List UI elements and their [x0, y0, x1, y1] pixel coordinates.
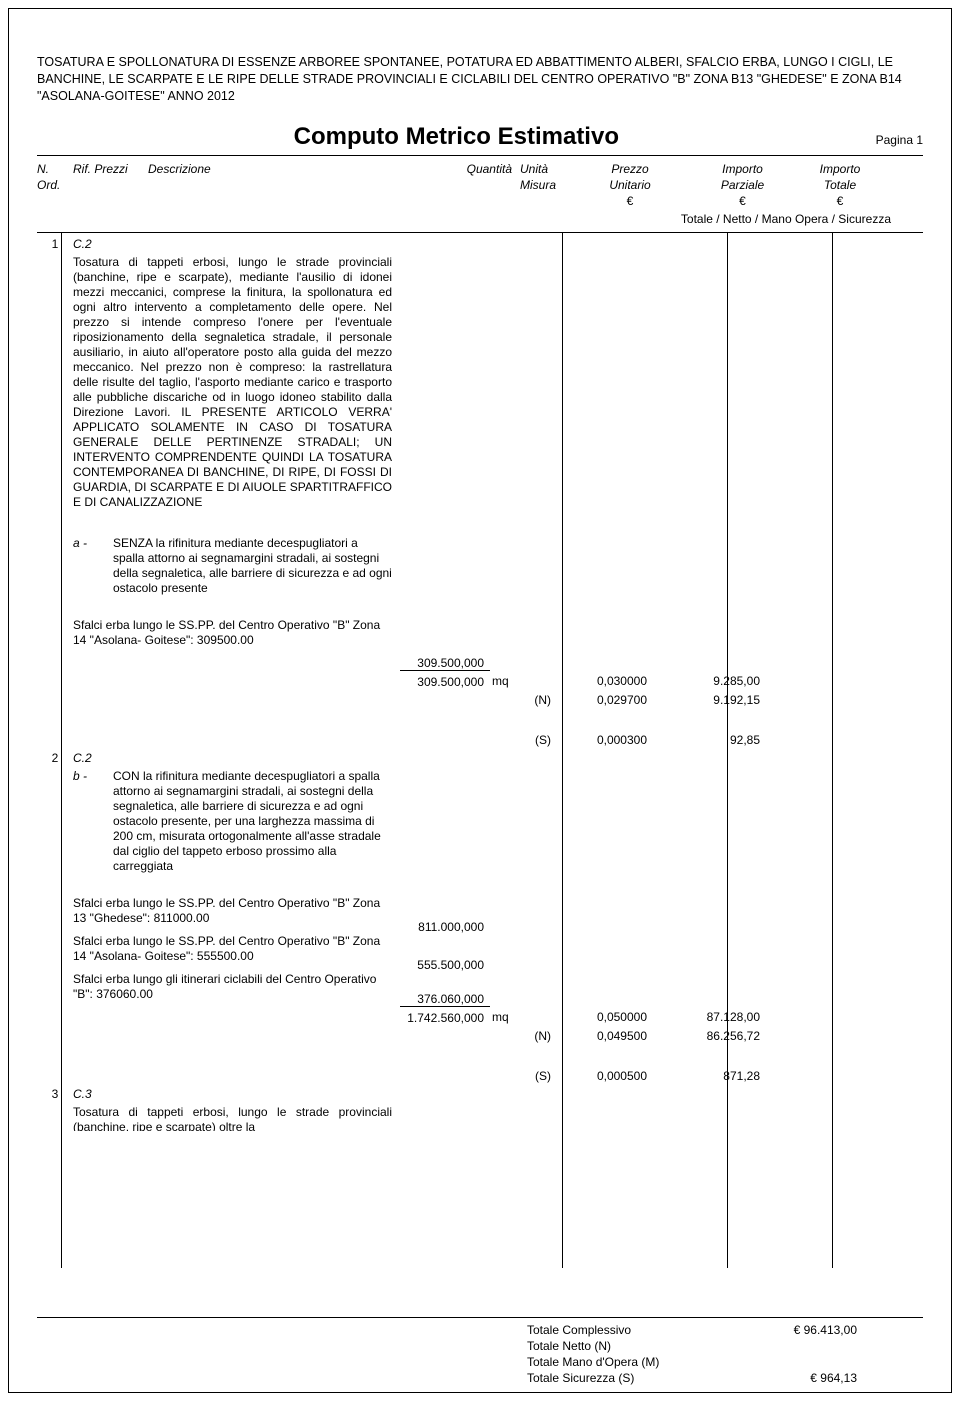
- item-2-meas-1-desc: Sfalci erba lungo le SS.PP. del Centro O…: [73, 892, 400, 930]
- document-title: Computo Metrico Estimativo: [37, 123, 876, 151]
- item-1-desc-row: Tosatura di tappeti erbosi, lungo le str…: [37, 251, 923, 514]
- v-border-3: [727, 233, 728, 1268]
- item-1-sub-row: a - SENZA la rifinitura mediante decespu…: [37, 532, 923, 600]
- item-1-n: 1: [37, 233, 73, 251]
- item-row-3: 3 C.3: [37, 1083, 923, 1101]
- item-2-meas-1-qty: 811.000,000: [400, 916, 490, 934]
- col-n-ord: N.: [37, 162, 73, 176]
- item-2-s-pu: 0,000500: [555, 1065, 655, 1083]
- item-2-meas-3-desc: Sfalci erba lungo gli itinerari ciclabil…: [73, 968, 400, 1006]
- item-1-line1-pu: 0,029700: [555, 689, 655, 707]
- item-2-line1-ip: 86.256,72: [655, 1025, 760, 1043]
- item-2-meas-2-desc: Sfalci erba lungo le SS.PP. del Centro O…: [73, 930, 400, 968]
- footer-tc-val: € 96.413,00: [727, 1323, 857, 1337]
- v-border-4: [832, 233, 833, 1268]
- v-border-1: [61, 233, 62, 1268]
- document-header: TOSATURA E SPOLLONATURA DI ESSENZE ARBOR…: [9, 9, 951, 123]
- page-number: Pagina 1: [876, 133, 923, 147]
- item-1-line1-ip: 9.192,15: [655, 689, 760, 707]
- footer-ts-label: Totale Sicurezza (S): [527, 1371, 727, 1385]
- item-1-sub-desc: SENZA la rifinitura mediante decespuglia…: [113, 532, 400, 600]
- table-body: 1 C.2 Tosatura di tappeti erbosi, lungo …: [9, 233, 951, 1131]
- col-qty: Quantità: [430, 162, 520, 176]
- item-1-code: C.2: [73, 233, 400, 251]
- item-2-meas-2-qty: 555.500,000: [400, 954, 490, 972]
- item-2-sub-desc: CON la rifinitura mediante decespugliato…: [113, 765, 400, 878]
- col-pu2: Unitario: [575, 178, 685, 192]
- v-border-2: [562, 233, 563, 1268]
- item-2-total-row: 1.742.560,000 mq 0,050000 87.128,00: [37, 1006, 923, 1025]
- item-2-um: mq: [490, 1006, 520, 1024]
- item-1-s-pu: 0,000300: [555, 729, 655, 747]
- item-1-s-row: (S) 0,000300 92,85: [37, 729, 923, 747]
- col-um: Unità: [520, 162, 575, 176]
- footer-rule: [37, 1317, 923, 1318]
- item-3-code: C.3: [73, 1083, 400, 1101]
- col-pu: Prezzo: [575, 162, 685, 176]
- item-1-meas-1-qty: 309.500,000: [37, 652, 923, 670]
- item-2-code: C.2: [73, 747, 400, 765]
- item-1-meas-1: Sfalci erba lungo le SS.PP. del Centro O…: [37, 614, 923, 652]
- item-2-line0-ip: 87.128,00: [655, 1006, 760, 1024]
- footer-block: Totale Complessivo € 96.413,00 Totale Ne…: [37, 1317, 923, 1386]
- page: TOSATURA E SPOLLONATURA DI ESSENZE ARBOR…: [8, 8, 952, 1393]
- item-2-line0-ind: [520, 1006, 555, 1010]
- item-2-s-ind: (S): [520, 1065, 555, 1083]
- item-2-line1-pu: 0,049500: [555, 1025, 655, 1043]
- footer-tm: Totale Mano d'Opera (M): [37, 1354, 923, 1370]
- col-it2: Totale: [800, 178, 880, 192]
- item-row-1: 1 C.2: [37, 233, 923, 251]
- item-3-description: Tosatura di tappeti erbosi, lungo le str…: [73, 1101, 400, 1131]
- column-header-row2: Ord. Misura Unitario Parziale Totale: [9, 178, 951, 194]
- item-1-line0-ind: [520, 670, 555, 674]
- euro-row: € € €: [9, 194, 951, 210]
- item-1-line0-pu: 0,030000: [555, 670, 655, 688]
- footer-tn-label: Totale Netto (N): [527, 1339, 727, 1353]
- item-2-s-ip: 871,28: [655, 1065, 760, 1083]
- euro3: €: [800, 194, 880, 208]
- footer-ts: Totale Sicurezza (S) € 964,13: [37, 1370, 923, 1386]
- item-2-n: 2: [37, 747, 73, 765]
- item-3-n: 3: [37, 1083, 73, 1101]
- column-header-row1: N. Rif. Prezzi Descrizione Quantità Unit…: [9, 156, 951, 178]
- item-1-description: Tosatura di tappeti erbosi, lungo le str…: [73, 251, 400, 514]
- item-1-total-row: 309.500,000 mq 0,030000 9.285,00: [37, 670, 923, 689]
- item-1-meas-1-qty-val: 309.500,000: [400, 652, 490, 670]
- item-1-meas-1-desc: Sfalci erba lungo le SS.PP. del Centro O…: [73, 614, 400, 652]
- col-rif: Rif. Prezzi: [73, 162, 148, 176]
- col-um2: Misura: [520, 178, 575, 192]
- item-1-line0-ip: 9.285,00: [655, 670, 760, 688]
- item-2-line0-pu: 0,050000: [555, 1006, 655, 1024]
- item-1-line1-ind: (N): [520, 689, 555, 707]
- item-2-sub-letter: b -: [73, 765, 113, 783]
- col-desc: Descrizione: [148, 162, 430, 176]
- item-1-s-ip: 92,85: [655, 729, 760, 747]
- item-1-um: mq: [490, 670, 520, 688]
- totale-note: Totale / Netto / Mano Opera / Sicurezza: [9, 210, 951, 232]
- footer-tc-label: Totale Complessivo: [527, 1323, 727, 1337]
- footer-tn: Totale Netto (N): [37, 1338, 923, 1354]
- item-2-total-qty: 1.742.560,000: [400, 1006, 490, 1025]
- item-3-desc-row: Tosatura di tappeti erbosi, lungo le str…: [37, 1101, 923, 1131]
- footer-tc: Totale Complessivo € 96.413,00: [37, 1322, 923, 1338]
- footer-ts-val: € 964,13: [727, 1371, 857, 1385]
- title-row: Computo Metrico Estimativo Pagina 1: [37, 123, 923, 156]
- footer-tm-label: Totale Mano d'Opera (M): [527, 1355, 727, 1369]
- item-2-sub-row: b - CON la rifinitura mediante decespugl…: [37, 765, 923, 878]
- col-ip2: Parziale: [685, 178, 800, 192]
- item-1-n-row: (N) 0,029700 9.192,15: [37, 689, 923, 707]
- col-ip: Importo: [685, 162, 800, 176]
- col-n-ord2: Ord.: [37, 178, 73, 192]
- item-2-n-row: (N) 0,049500 86.256,72: [37, 1025, 923, 1043]
- euro1: €: [575, 194, 685, 208]
- item-2-line1-ind: (N): [520, 1025, 555, 1043]
- euro2: €: [685, 194, 800, 208]
- item-2-meas-3-qty: 376.060,000: [400, 988, 490, 1006]
- item-row-2: 2 C.2: [37, 747, 923, 765]
- item-1-s-ind: (S): [520, 729, 555, 747]
- item-1-total-qty: 309.500,000: [400, 670, 490, 689]
- col-it: Importo: [800, 162, 880, 176]
- item-2-s-row: (S) 0,000500 871,28: [37, 1065, 923, 1083]
- item-1-sub-letter: a -: [73, 532, 113, 550]
